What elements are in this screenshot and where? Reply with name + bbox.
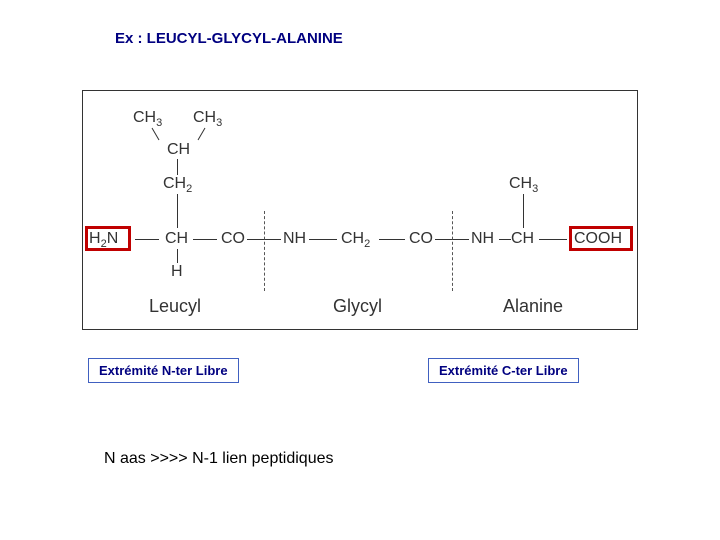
bond-line	[198, 128, 206, 141]
c-terminal-label: Extrémité C-ter Libre	[428, 358, 579, 383]
cooh-label: COOH	[574, 230, 622, 248]
leucyl-alpha-h: H	[171, 263, 183, 281]
peptide-divider-2	[452, 211, 453, 291]
alanine-ch: CH	[511, 230, 534, 248]
ch3-alanine: CH3	[509, 175, 538, 195]
ch3-leucyl-right: CH3	[193, 109, 222, 129]
bond-line	[309, 239, 337, 240]
ch2-leucyl: CH2	[163, 175, 192, 195]
aa-label-leucyl: Leucyl	[149, 296, 201, 317]
peptide-divider-1	[264, 211, 265, 291]
bond-line	[177, 159, 178, 175]
ch-leucyl: CH	[167, 141, 190, 159]
page-title: Ex : LEUCYL-GLYCYL-ALANINE	[115, 30, 343, 47]
ch3-leucyl-left: CH3	[133, 109, 162, 129]
bond-line	[193, 239, 217, 240]
bond-line	[135, 239, 159, 240]
leucyl-alpha-c: CH	[165, 230, 188, 248]
bond-line	[539, 239, 567, 240]
bond-line	[177, 249, 178, 263]
alanine-nh: NH	[471, 230, 494, 248]
chemical-diagram: CH3 CH3 CH CH2 CH3 H2N CH H CO NH CH2 CO…	[82, 90, 638, 330]
bottom-note: N aas >>>> N-1 lien peptidiques	[104, 450, 333, 468]
bond-line	[177, 194, 178, 228]
glycyl-nh: NH	[283, 230, 306, 248]
h2n-label: H2N	[89, 230, 118, 250]
bond-line	[523, 194, 524, 228]
bond-line	[379, 239, 405, 240]
bond-line	[499, 239, 511, 240]
leucyl-co: CO	[221, 230, 245, 248]
aa-label-alanine: Alanine	[503, 296, 563, 317]
bond-line	[152, 128, 160, 141]
glycyl-co: CO	[409, 230, 433, 248]
aa-label-glycyl: Glycyl	[333, 296, 382, 317]
glycyl-ch2: CH2	[341, 230, 370, 250]
n-terminal-label: Extrémité N-ter Libre	[88, 358, 239, 383]
